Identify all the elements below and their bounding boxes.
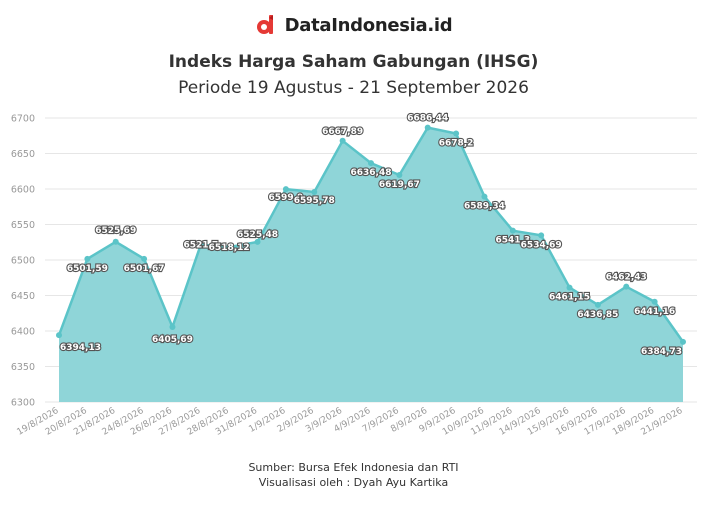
y-tick-label: 6350 [11,362,35,373]
data-point [396,172,403,179]
data-point [424,124,431,131]
data-point [282,186,289,193]
data-label: 6636,48 [351,168,392,178]
chart-title: Indeks Harga Saham Gabungan (IHSG) [168,52,539,72]
data-label: 6462,43 [606,273,647,283]
data-label: 6501,67 [124,264,165,274]
data-point [538,232,545,239]
y-tick-label: 6650 [11,149,35,160]
data-point [112,238,119,245]
data-label: 6595,78 [294,196,335,206]
data-label: 6384,73 [641,347,682,357]
data-point [651,298,658,305]
data-label: 6525,69 [95,226,136,236]
data-point [169,323,176,330]
data-point [594,301,601,308]
data-label: 6599,9 [269,193,304,203]
data-label: 6518,12 [209,243,250,253]
data-label: 6436,85 [577,310,618,320]
data-point [56,332,62,339]
data-label: 6619,67 [379,180,420,190]
data-label: 6525,48 [237,230,278,240]
data-point [566,284,573,291]
data-label: 6461,15 [549,293,590,303]
data-point [197,241,204,248]
y-tick-label: 6300 [11,398,35,409]
brand-name: DataIndonesia.id [284,14,453,36]
data-label: 6589,34 [464,202,505,212]
data-label: 6534,69 [521,240,562,250]
data-point [254,238,261,245]
y-tick-label: 6400 [11,327,35,338]
data-point [339,137,346,144]
data-label: 6521,7 [183,241,218,251]
chart-subtitle: Periode 19 Agustus - 21 September 2026 [178,78,529,98]
data-label: 6394,13 [60,343,101,353]
data-point [226,244,233,251]
series-area [59,127,683,403]
data-point [368,160,374,167]
y-tick-label: 6550 [11,220,35,231]
data-point [680,338,686,345]
data-point [623,283,630,290]
data-point [481,193,488,200]
data-point [141,255,148,262]
y-tick-label: 6600 [11,185,35,196]
data-label: 6541,3 [495,236,530,246]
credit-note: Visualisasi oleh : Dyah Ayu Kartika [258,476,449,489]
dataindonesia-logo-icon [256,15,273,34]
y-tick-label: 6450 [11,291,35,302]
y-tick-label: 6700 [11,114,35,125]
data-point [453,130,460,137]
y-tick-label: 6500 [11,256,35,267]
brand-header: DataIndonesia.id [0,14,707,36]
data-label: 6405,69 [152,335,193,345]
data-label: 6678,2 [439,138,474,148]
data-label: 6686,44 [407,114,448,124]
data-label: 6667,89 [322,127,363,137]
data-label: 6441,16 [634,307,675,317]
data-point [311,188,318,195]
source-note: Sumber: Bursa Efek Indonesia dan RTI [248,461,459,474]
data-point [509,227,516,234]
data-point [84,255,91,262]
data-label: 6501,59 [67,264,108,274]
